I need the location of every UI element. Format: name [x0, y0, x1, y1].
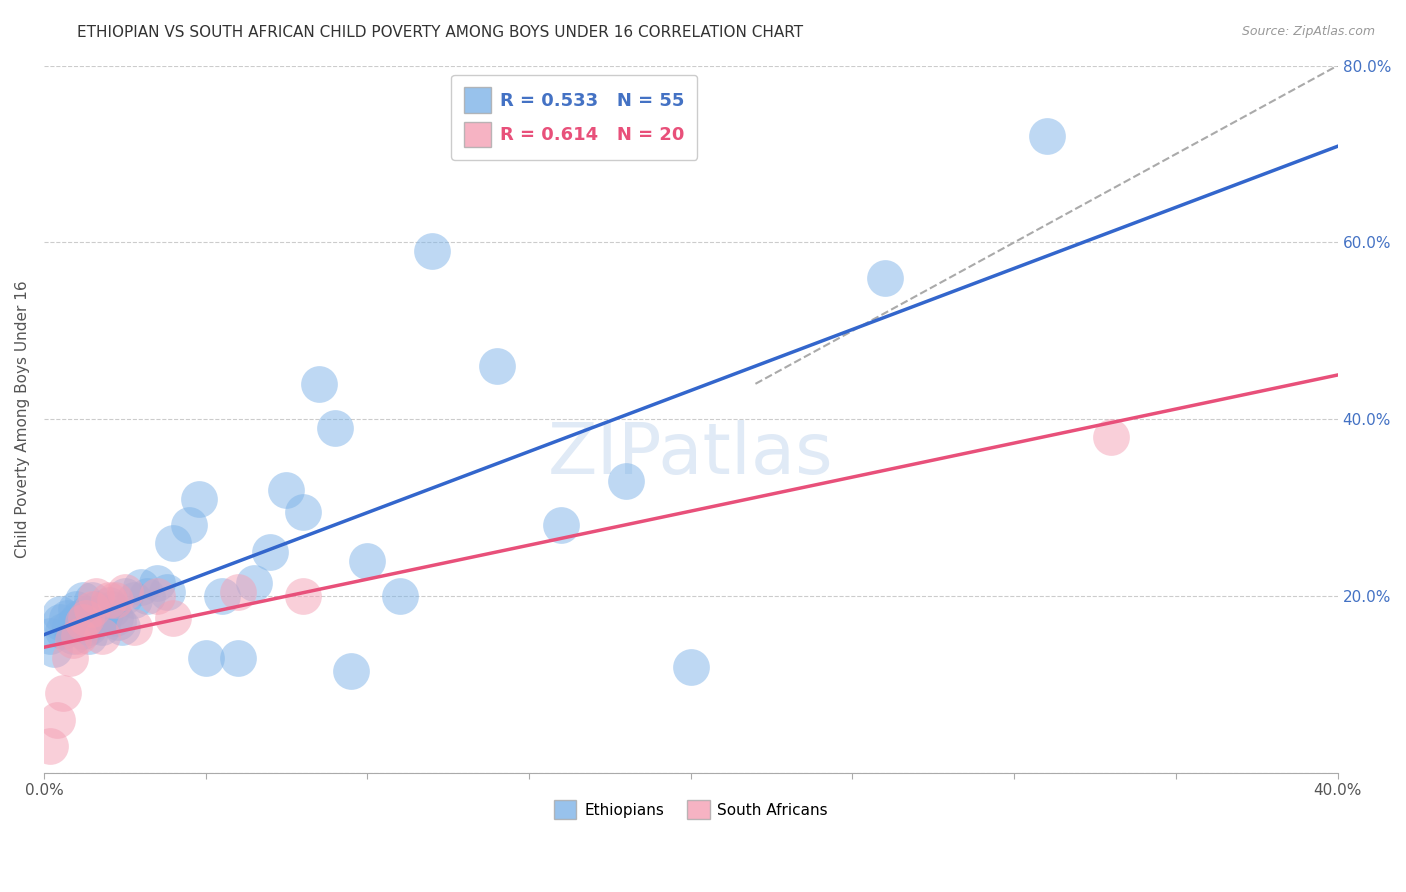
Point	[52, 686, 75, 700]
Point	[62, 633, 84, 648]
Point	[49, 607, 72, 621]
Point	[94, 607, 117, 621]
Point	[107, 615, 129, 630]
Text: ZIPatlas: ZIPatlas	[548, 420, 834, 489]
Text: Source: ZipAtlas.com: Source: ZipAtlas.com	[1241, 25, 1375, 38]
Point	[356, 553, 378, 567]
Point	[65, 602, 87, 616]
Point	[82, 602, 104, 616]
Point	[65, 615, 87, 630]
Point	[276, 483, 298, 497]
Point	[49, 615, 72, 630]
Point	[124, 593, 146, 607]
Point	[75, 611, 97, 625]
Point	[194, 650, 217, 665]
Point	[1099, 430, 1122, 444]
Point	[110, 620, 132, 634]
Point	[211, 589, 233, 603]
Point	[72, 615, 94, 630]
Point	[226, 584, 249, 599]
Point	[162, 536, 184, 550]
Point	[308, 376, 330, 391]
Point	[84, 602, 107, 616]
Point	[679, 659, 702, 673]
Point	[97, 593, 120, 607]
Point	[82, 593, 104, 607]
Point	[136, 589, 159, 603]
Point	[550, 518, 572, 533]
Point	[259, 545, 281, 559]
Point	[82, 615, 104, 630]
Point	[59, 650, 82, 665]
Point	[62, 629, 84, 643]
Point	[101, 602, 124, 616]
Point	[129, 580, 152, 594]
Point	[243, 575, 266, 590]
Point	[87, 611, 110, 625]
Point	[84, 589, 107, 603]
Point	[162, 611, 184, 625]
Point	[39, 629, 62, 643]
Point	[72, 593, 94, 607]
Point	[146, 575, 169, 590]
Point	[75, 607, 97, 621]
Point	[91, 620, 114, 634]
Point	[188, 491, 211, 506]
Point	[114, 584, 136, 599]
Text: ETHIOPIAN VS SOUTH AFRICAN CHILD POVERTY AMONG BOYS UNDER 16 CORRELATION CHART: ETHIOPIAN VS SOUTH AFRICAN CHILD POVERTY…	[77, 25, 803, 40]
Point	[104, 611, 127, 625]
Point	[72, 624, 94, 639]
Point	[97, 598, 120, 612]
Point	[156, 584, 179, 599]
Point	[1035, 129, 1057, 144]
Y-axis label: Child Poverty Among Boys Under 16: Child Poverty Among Boys Under 16	[15, 280, 30, 558]
Point	[77, 629, 100, 643]
Point	[55, 611, 77, 625]
Point	[69, 629, 91, 643]
Point	[420, 244, 443, 259]
Point	[340, 664, 363, 678]
Point	[124, 620, 146, 634]
Point	[323, 421, 346, 435]
Point	[39, 739, 62, 754]
Point	[873, 270, 896, 285]
Point	[388, 589, 411, 603]
Point	[226, 650, 249, 665]
Point	[291, 589, 314, 603]
Point	[614, 474, 637, 488]
Point	[59, 620, 82, 634]
Legend: Ethiopians, South Africans: Ethiopians, South Africans	[547, 795, 834, 825]
Point	[91, 629, 114, 643]
Point	[146, 589, 169, 603]
Point	[52, 624, 75, 639]
Point	[114, 589, 136, 603]
Point	[179, 518, 201, 533]
Point	[42, 642, 65, 657]
Point	[77, 620, 100, 634]
Point	[291, 505, 314, 519]
Point	[104, 593, 127, 607]
Point	[69, 611, 91, 625]
Point	[45, 713, 67, 727]
Point	[485, 359, 508, 373]
